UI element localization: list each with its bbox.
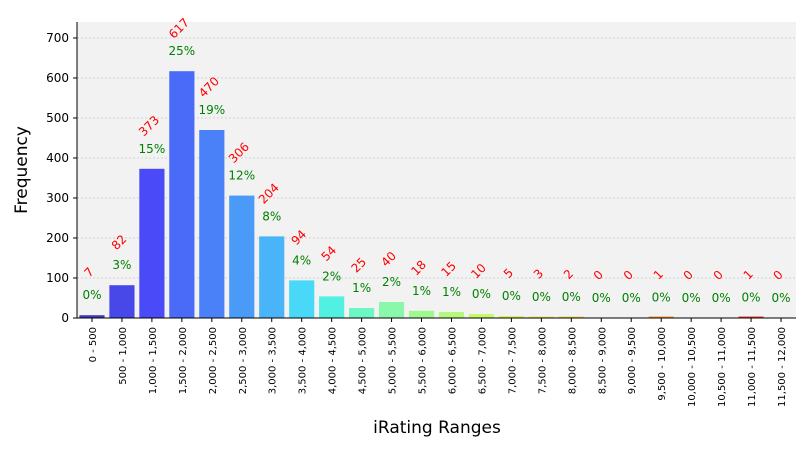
x-tick-label: 500 - 1,000 (118, 327, 129, 385)
x-tick-label: 2,500 - 3,000 (238, 327, 249, 394)
x-tick-label: 6,500 - 7,000 (477, 327, 488, 394)
percent-label: 1% (352, 281, 371, 295)
percent-label: 0% (742, 291, 761, 305)
percent-label: 0% (682, 291, 701, 305)
y-tick-label: 600 (46, 71, 69, 85)
x-tick-label: 4,000 - 4,500 (328, 327, 339, 394)
x-tick-label: 4,500 - 5,000 (358, 327, 369, 394)
y-tick-label: 100 (46, 271, 69, 285)
x-tick-label: 5,500 - 6,000 (418, 327, 429, 394)
percent-label: 0% (771, 291, 790, 305)
y-axis-title: Frequency (12, 126, 32, 214)
percent-label: 25% (169, 44, 196, 58)
x-tick-label: 2,000 - 2,500 (208, 327, 219, 394)
bar (378, 302, 405, 318)
x-tick-label: 9,500 - 10,000 (657, 327, 668, 401)
bar (229, 195, 255, 318)
y-tick-label: 500 (46, 111, 69, 125)
bar (738, 316, 764, 318)
x-tick-label: 8,000 - 8,500 (567, 327, 578, 394)
x-tick-label: 9,000 - 9,500 (627, 327, 638, 394)
bar (259, 236, 285, 318)
y-tick-label: 200 (46, 231, 69, 245)
x-tick-label: 3,000 - 3,500 (268, 327, 279, 394)
x-tick-label: 1,000 - 1,500 (148, 327, 159, 394)
percent-label: 0% (532, 290, 551, 304)
x-tick-label: 11,500 - 12,000 (777, 327, 788, 407)
percent-label: 19% (198, 103, 225, 117)
percent-label: 3% (112, 258, 131, 272)
y-tick-label: 700 (46, 31, 69, 45)
percent-label: 2% (322, 269, 341, 283)
bar (319, 296, 345, 318)
x-axis-ticks: 0 - 500 500 - 1,000 1,000 - 1,500 1,500 - 2… (88, 318, 788, 407)
bars (79, 71, 764, 318)
percent-label: 0% (592, 291, 611, 305)
percent-label: 0% (652, 291, 671, 305)
percent-label: 0% (472, 287, 491, 301)
percent-label: 2% (382, 275, 401, 289)
bar (558, 316, 584, 318)
plot-area (77, 22, 796, 318)
x-tick-label: 0 - 500 (88, 327, 99, 362)
percent-label: 0% (82, 288, 101, 302)
percent-label: 15% (139, 142, 166, 156)
percent-label: 0% (622, 291, 641, 305)
x-tick-label: 3,500 - 4,000 (298, 327, 309, 394)
percent-label: 4% (292, 253, 311, 267)
percent-label: 0% (502, 289, 521, 303)
percent-label: 12% (228, 169, 255, 183)
bar (468, 314, 495, 318)
x-tick-label: 6,000 - 6,500 (447, 327, 458, 394)
y-tick-label: 0 (61, 311, 69, 325)
bar (169, 71, 195, 318)
bar (109, 285, 135, 318)
y-tick-label: 400 (46, 151, 69, 165)
x-axis-title: iRating Ranges (373, 418, 501, 438)
percent-label: 0% (712, 291, 731, 305)
percent-label: 8% (262, 209, 281, 223)
percent-label: 1% (412, 284, 431, 298)
bar (289, 280, 315, 318)
y-axis-ticks: 0 100 200 300 400 500 600 700 (46, 31, 77, 325)
y-tick-label: 300 (46, 191, 69, 205)
bar (528, 316, 554, 318)
bar (498, 316, 524, 318)
bar (79, 315, 105, 318)
x-tick-label: 7,500 - 8,000 (537, 327, 548, 394)
bar (139, 168, 165, 318)
x-tick-label: 10,000 - 10,500 (687, 327, 698, 407)
bar (648, 316, 674, 318)
bar (349, 308, 375, 318)
x-tick-label: 10,500 - 11,000 (717, 327, 728, 407)
x-tick-label: 1,500 - 2,000 (178, 327, 189, 394)
bar (438, 312, 465, 318)
x-tick-label: 7,000 - 7,500 (507, 327, 518, 394)
bar (408, 310, 435, 318)
percent-label: 0% (562, 290, 581, 304)
percent-label: 1% (442, 285, 461, 299)
x-tick-label: 5,000 - 5,500 (388, 327, 399, 394)
x-tick-label: 11,000 - 11,500 (747, 327, 758, 407)
bar (199, 130, 225, 318)
x-tick-label: 8,500 - 9,000 (597, 327, 608, 394)
